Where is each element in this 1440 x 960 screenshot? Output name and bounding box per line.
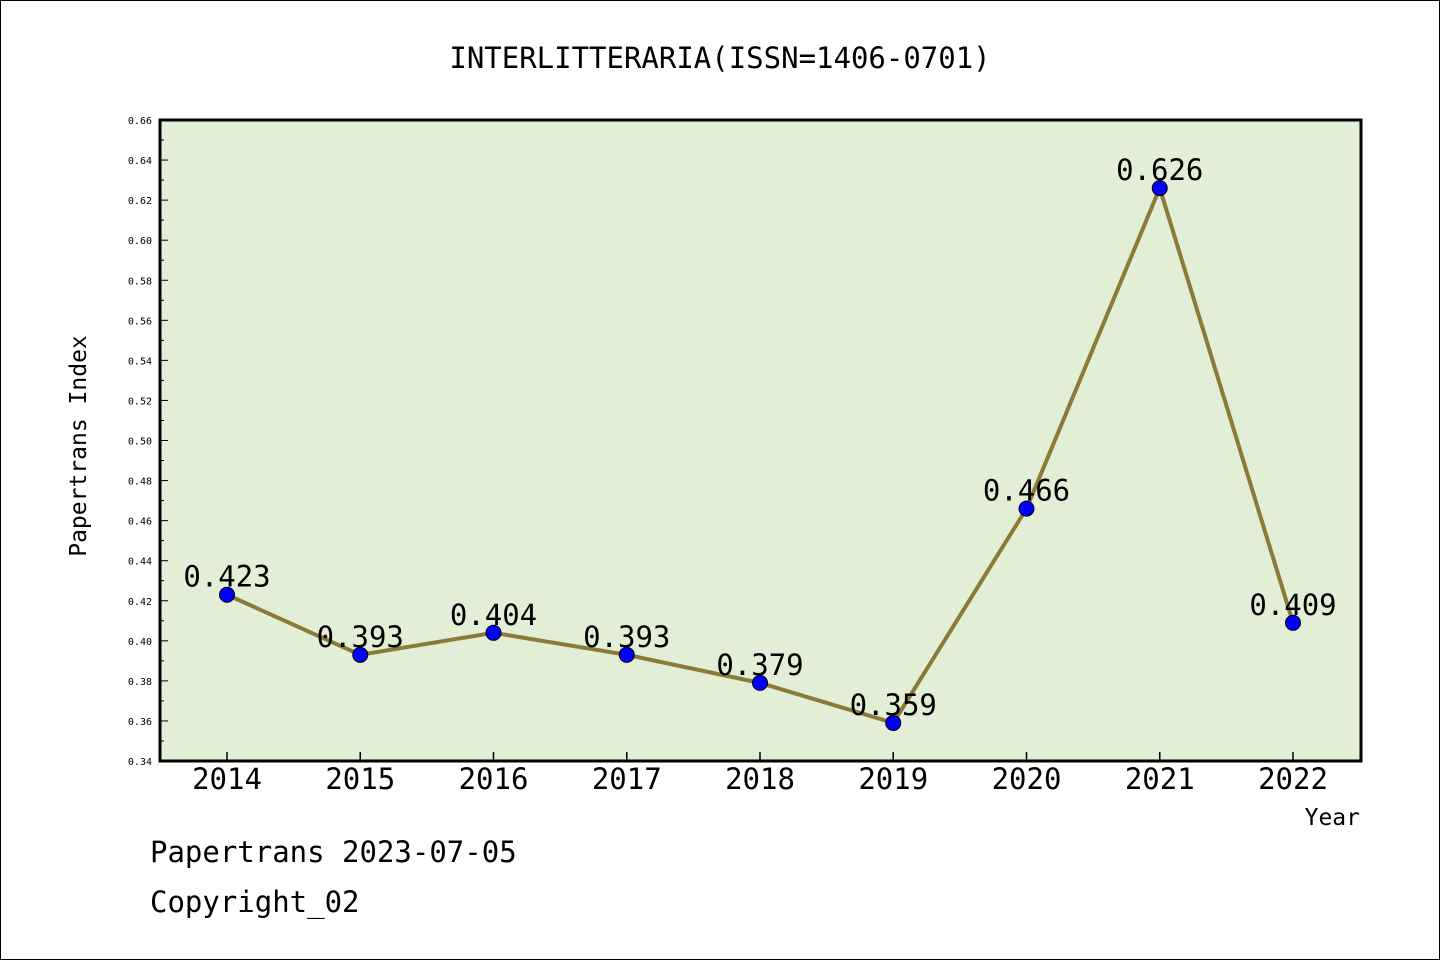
x-tick-label: 2014 — [192, 762, 262, 796]
data-point — [219, 586, 235, 603]
y-tick-label: 0.62 — [128, 196, 152, 207]
y-tick-label: 0.60 — [128, 236, 152, 247]
x-tick-label: 2017 — [592, 762, 662, 796]
y-tick-label: 0.56 — [128, 316, 152, 327]
data-label: 0.466 — [983, 474, 1070, 508]
x-tick-label: 2018 — [725, 762, 795, 796]
data-label: 0.393 — [317, 620, 404, 654]
y-tick-label: 0.34 — [128, 757, 152, 768]
data-point — [1285, 614, 1301, 631]
x-tick-label: 2021 — [1125, 762, 1195, 796]
y-tick-label: 0.40 — [128, 637, 152, 648]
y-tick-label: 0.66 — [128, 116, 152, 127]
y-axis-label: Papertrans Index — [66, 335, 92, 557]
y-tick-label: 0.54 — [128, 356, 152, 367]
y-tick-label: 0.38 — [128, 677, 152, 688]
y-axis-ticks: 0.34 0.36 0.38 0.40 0.42 0.44 0.46 0.48 0.50 0.52… — [128, 116, 168, 768]
x-tick-label: 2022 — [1258, 762, 1328, 796]
data-label: 0.359 — [850, 688, 937, 722]
y-tick-label: 0.58 — [128, 276, 152, 287]
data-point — [1151, 180, 1168, 197]
series-layer: 0.423 0.393 0.404 0.393 0.379 0.359 0.466 0.626… — [183, 153, 1337, 731]
x-tick-label: 2016 — [459, 762, 529, 796]
data-label: 0.379 — [716, 648, 803, 682]
data-point — [1018, 500, 1035, 517]
y-tick-label: 0.42 — [128, 597, 152, 608]
data-label: 0.423 — [183, 560, 270, 594]
data-label: 0.409 — [1249, 588, 1336, 622]
y-tick-label: 0.46 — [128, 517, 152, 528]
x-axis-label: Year — [1305, 805, 1360, 831]
y-tick-label: 0.44 — [128, 557, 152, 568]
y-tick-label: 0.48 — [128, 477, 152, 488]
x-tick-label: 2015 — [325, 762, 395, 796]
x-tick-label: 2019 — [858, 762, 928, 796]
data-label: 0.626 — [1116, 153, 1203, 187]
y-tick-label: 0.36 — [128, 717, 152, 728]
data-point — [752, 674, 768, 691]
y-tick-label: 0.50 — [128, 437, 152, 448]
data-label: 0.404 — [450, 598, 537, 632]
data-point — [885, 714, 902, 731]
data-point — [618, 646, 635, 663]
data-point — [485, 624, 502, 641]
x-tick-label: 2020 — [992, 762, 1062, 796]
y-tick-label: 0.64 — [128, 156, 152, 167]
chart-title: INTERLITTERARIA(ISSN=1406-0701) — [449, 41, 990, 75]
data-label: 0.393 — [583, 620, 670, 654]
y-tick-label: 0.52 — [128, 396, 152, 407]
footer-copyright: Copyright_02 — [150, 885, 360, 919]
footer-source: Papertrans 2023-07-05 — [150, 835, 517, 869]
x-axis-ticks: 2014 2015 2016 2017 2018 2019 2020 2021 2022 — [192, 752, 1328, 796]
data-point — [352, 646, 369, 663]
